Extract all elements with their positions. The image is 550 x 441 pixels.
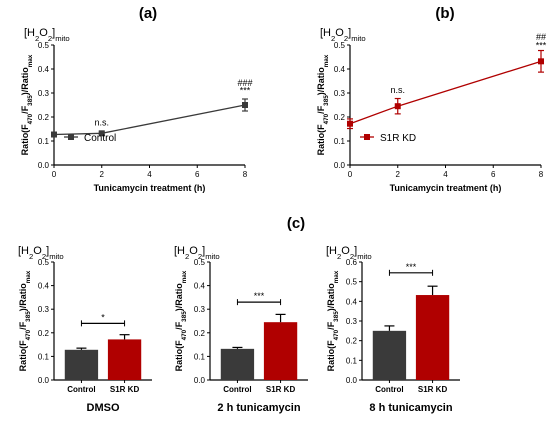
y-axis-label: Ratio(F470/F385)/Ratiomax [326, 270, 340, 371]
annotation: *** [240, 85, 251, 95]
series-line [53, 104, 246, 136]
annotation: ## [536, 32, 546, 42]
bar [372, 330, 407, 380]
y-tick-label: 0.1 [38, 352, 50, 361]
y-axis-label: Ratio(F470/F385)/Ratiomax [18, 270, 32, 371]
panel-label-b: (b) [435, 5, 454, 22]
panel-label-c: (c) [287, 215, 305, 232]
y-tick-label: 0.5 [38, 258, 50, 267]
y-tick-label: 0.3 [38, 305, 50, 314]
y-tick-label: 0.4 [38, 282, 50, 291]
x-tick-label: 8 [539, 170, 544, 179]
legend-marker [364, 134, 370, 140]
y-tick-label: 0.3 [194, 305, 206, 314]
corner-label: [H2O2]mito [174, 245, 220, 261]
x-tick-label: S1R KD [110, 385, 140, 394]
x-tick-label: 6 [491, 170, 496, 179]
data-point [242, 102, 248, 108]
y-tick-label: 0.5 [194, 258, 206, 267]
y-tick-label: 0.1 [38, 137, 50, 146]
y-tick-label: 0.2 [346, 337, 358, 346]
corner-label: [H2O2]mito [326, 245, 372, 261]
y-tick-label: 0.0 [38, 161, 50, 170]
significance-label: * [101, 312, 105, 322]
y-axis-label: Ratio(F470/F385)/Ratiomax [174, 270, 188, 371]
x-tick-label: 8 [243, 170, 248, 179]
y-tick-label: 0.2 [38, 329, 50, 338]
y-tick-label: 0.4 [38, 65, 50, 74]
corner-label: [H2O2]mito [24, 27, 70, 43]
condition-label: 8 h tunicamycin [369, 402, 452, 414]
y-tick-label: 0.3 [346, 317, 358, 326]
y-tick-label: 0.1 [346, 356, 358, 365]
y-tick-label: 0.1 [334, 137, 346, 146]
data-point [98, 130, 105, 137]
y-tick-label: 0.0 [194, 376, 206, 385]
legend-label: S1R KD [380, 133, 416, 144]
y-tick-label: 0.0 [38, 376, 50, 385]
significance-label: *** [254, 291, 265, 301]
corner-label: [H2O2]mito [320, 27, 366, 43]
y-tick-label: 0.0 [334, 161, 346, 170]
x-tick-label: 0 [52, 170, 57, 179]
data-point [51, 131, 57, 138]
panel-label-a: (a) [139, 5, 157, 22]
y-tick-label: 0.2 [38, 113, 50, 122]
data-point [394, 103, 401, 110]
x-tick-label: 4 [147, 170, 152, 179]
bar [107, 339, 142, 380]
bar [263, 322, 298, 380]
y-tick-label: 0.4 [334, 65, 346, 74]
x-tick-label: 2 [396, 170, 401, 179]
significance-label: *** [406, 262, 417, 272]
y-tick-label: 0.3 [38, 89, 50, 98]
x-tick-label: S1R KD [418, 385, 448, 394]
y-tick-label: 0.3 [334, 89, 346, 98]
y-tick-label: 0.1 [194, 352, 206, 361]
y-tick-label: 0.5 [38, 41, 50, 50]
series-line [349, 60, 542, 125]
x-axis-label: Tunicamycin treatment (h) [94, 183, 206, 193]
y-tick-label: 0.6 [346, 258, 358, 267]
y-tick-label: 0.4 [346, 297, 358, 306]
bar [415, 295, 450, 380]
y-tick-label: 0.5 [346, 278, 358, 287]
x-tick-label: 4 [443, 170, 448, 179]
bar-chart-c3: 0.0 0.1 0.2 0.3 0.4 0.5 0.6 Control S1R KD *** 8 h… [346, 258, 460, 414]
annotation: *** [536, 41, 547, 51]
y-tick-label: 0.4 [194, 282, 206, 291]
line-chart-b: 0.0 0.1 0.2 0.3 0.4 0.5 0 2 4 6 8 Tunicamycin treat… [334, 32, 547, 193]
bar-chart-c1: 0.0 0.1 0.2 0.3 0.4 0.5 Control S1R KD * DMSO [38, 258, 152, 414]
x-tick-label: Control [375, 385, 403, 394]
y-axis-label: Ratio(F470/F385)/Ratiomax [316, 54, 330, 155]
x-tick-label: Control [67, 385, 95, 394]
condition-label: 2 h tunicamycin [217, 402, 300, 414]
y-tick-label: 0.2 [194, 329, 206, 338]
x-tick-label: Control [223, 385, 251, 394]
legend-marker [68, 134, 74, 140]
x-tick-label: 0 [348, 170, 353, 179]
y-tick-label: 0.0 [346, 376, 358, 385]
annotation: n.s. [390, 85, 405, 95]
legend-label: Control [84, 133, 116, 144]
annotation: n.s. [94, 117, 109, 127]
condition-label: DMSO [87, 402, 120, 414]
bar [64, 349, 99, 380]
bar [220, 348, 255, 380]
annotation: ### [237, 78, 252, 88]
x-tick-label: 2 [100, 170, 105, 179]
y-axis-label: Ratio(F470/F385)/Ratiomax [20, 54, 34, 155]
corner-label: [H2O2]mito [18, 245, 64, 261]
bar-chart-c2: 0.0 0.1 0.2 0.3 0.4 0.5 Control S1R KD *** 2 h tu… [194, 258, 308, 414]
data-point [347, 120, 353, 127]
y-tick-label: 0.5 [334, 41, 346, 50]
data-point [538, 58, 544, 65]
x-tick-label: 6 [195, 170, 200, 179]
x-axis-label: Tunicamycin treatment (h) [390, 183, 502, 193]
y-tick-label: 0.2 [334, 113, 346, 122]
line-chart-a: 0.0 0.1 0.2 0.3 0.4 0.5 0 2 4 6 8 Tunicamycin treat… [38, 41, 253, 193]
x-tick-label: S1R KD [266, 385, 296, 394]
